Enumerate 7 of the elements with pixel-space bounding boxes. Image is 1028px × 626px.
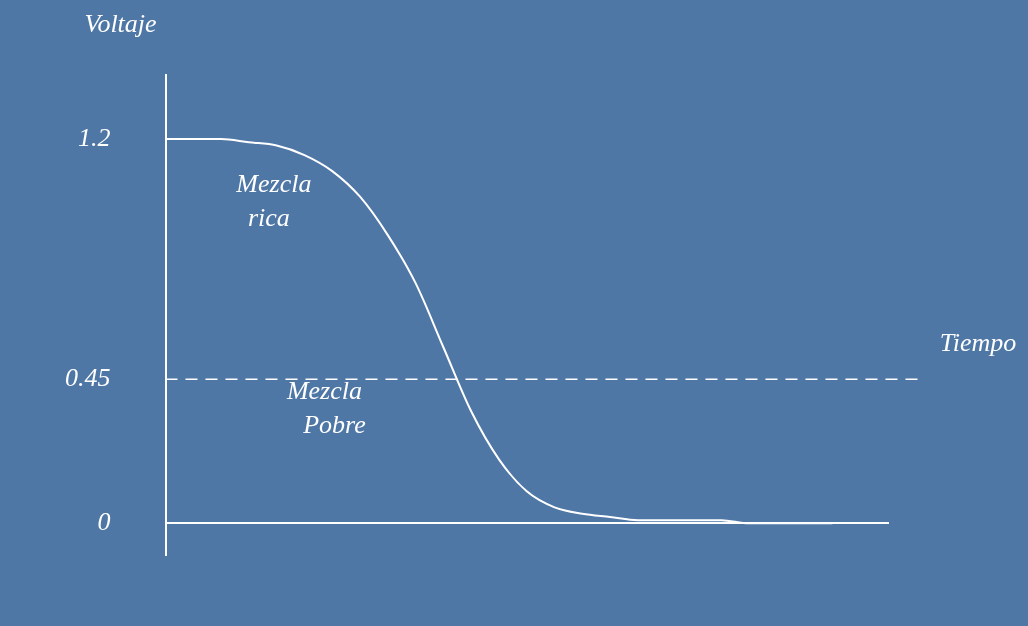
y-axis-title: Voltaje [84,8,157,38]
y-tick-label: 0 [97,507,111,537]
annotation: Mezcla Pobre [285,375,366,439]
y-tick-label: 1.2 [78,122,111,152]
annotation: Mezcla rica [235,169,312,233]
y-tick-label: 0.45 [65,363,111,393]
x-axis-title: Tiempo [939,328,1017,358]
